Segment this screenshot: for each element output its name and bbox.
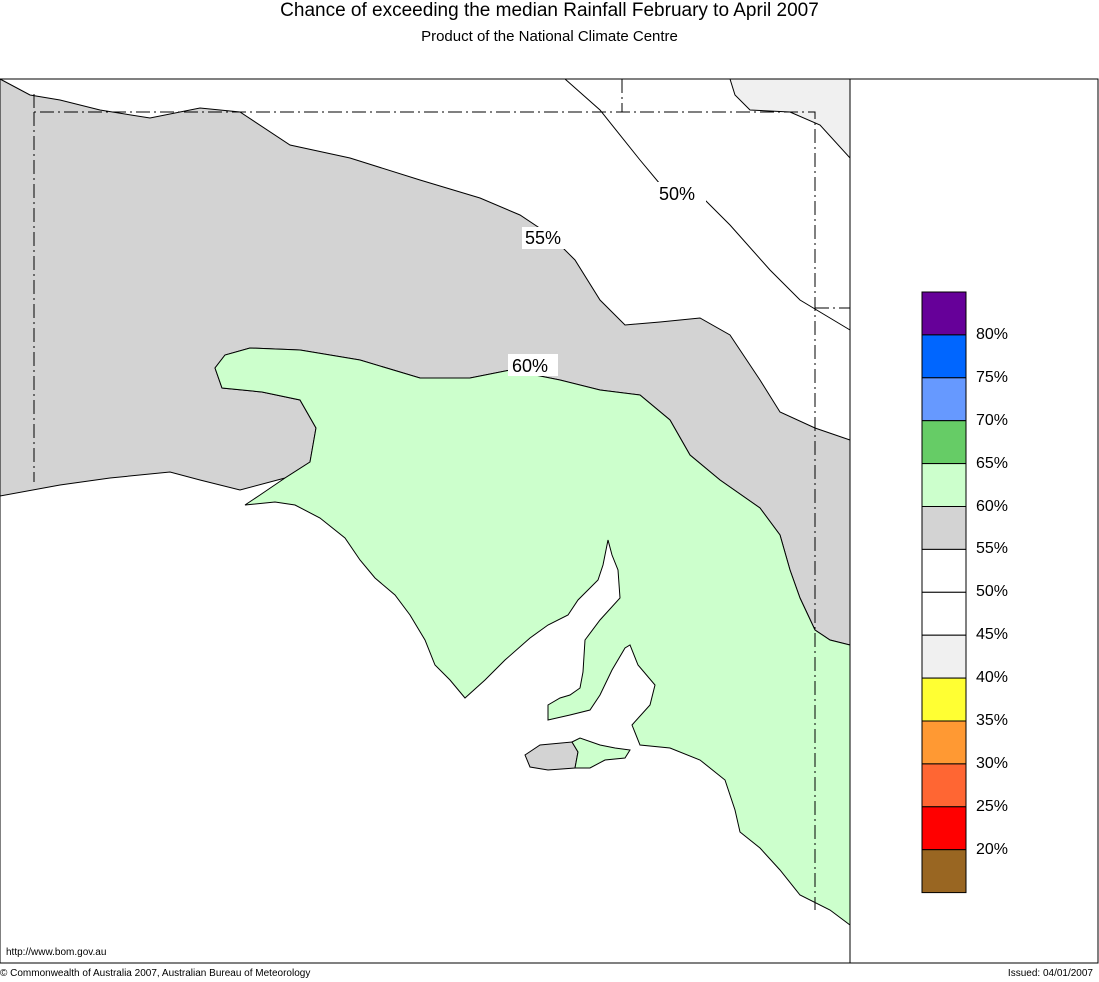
contour-label-60-bg: [508, 354, 558, 376]
contour-label-55: 55%: [525, 228, 561, 248]
legend-swatch: [921, 677, 967, 722]
legend-swatch: [921, 334, 967, 379]
legend-label: 20%: [976, 840, 1009, 858]
legend-swatch: [921, 548, 967, 593]
map-title: Chance of exceeding the median Rainfall …: [280, 0, 819, 21]
legend-swatch: [921, 806, 967, 851]
contour-label-60: 60%: [512, 356, 548, 376]
map-subtitle: Product of the National Climate Centre: [421, 28, 678, 45]
legend-label: 50%: [976, 583, 1009, 601]
legend-label: 35%: [976, 712, 1009, 729]
legend-swatch: [921, 591, 967, 636]
state-border: [33, 79, 850, 910]
legend-label: 40%: [976, 669, 1009, 687]
contour-50-line: [564, 78, 851, 331]
contour-label-50-bg: [656, 182, 706, 204]
region-60-percent: [214, 347, 851, 926]
legend-swatch: [921, 720, 967, 765]
legend-label: 60%: [976, 497, 1009, 515]
copyright-notice: © Commonwealth of Australia 2007, Austra…: [0, 968, 311, 979]
legend-label: 30%: [976, 754, 1009, 772]
legend-frame: [849, 78, 1099, 964]
kangaroo-island-60: [571, 737, 631, 769]
legend-label: 55%: [976, 540, 1009, 558]
issued-date: Issued: 04/01/2007: [1007, 968, 1093, 979]
legend-swatch: [921, 420, 967, 465]
legend-label: 25%: [976, 797, 1009, 815]
contour-label-55-bg: [522, 227, 572, 249]
legend-swatch: [921, 634, 967, 679]
contour-label-50: 50%: [659, 184, 695, 204]
legend-swatch: [921, 849, 967, 894]
legend-label: 65%: [976, 454, 1009, 472]
legend-swatch: [921, 377, 967, 422]
legend-swatch: [921, 763, 967, 808]
legend-label: 80%: [976, 325, 1009, 343]
legend-color-bar: [921, 291, 967, 894]
legend-swatch: [921, 291, 967, 336]
legend-swatch: [921, 506, 967, 550]
legend-swatch: [921, 463, 967, 508]
legend-label: 70%: [976, 411, 1009, 429]
website-url: http://www.bom.gov.au: [6, 947, 107, 958]
legend-label: 75%: [976, 368, 1009, 386]
legend-label: 45%: [976, 626, 1009, 644]
